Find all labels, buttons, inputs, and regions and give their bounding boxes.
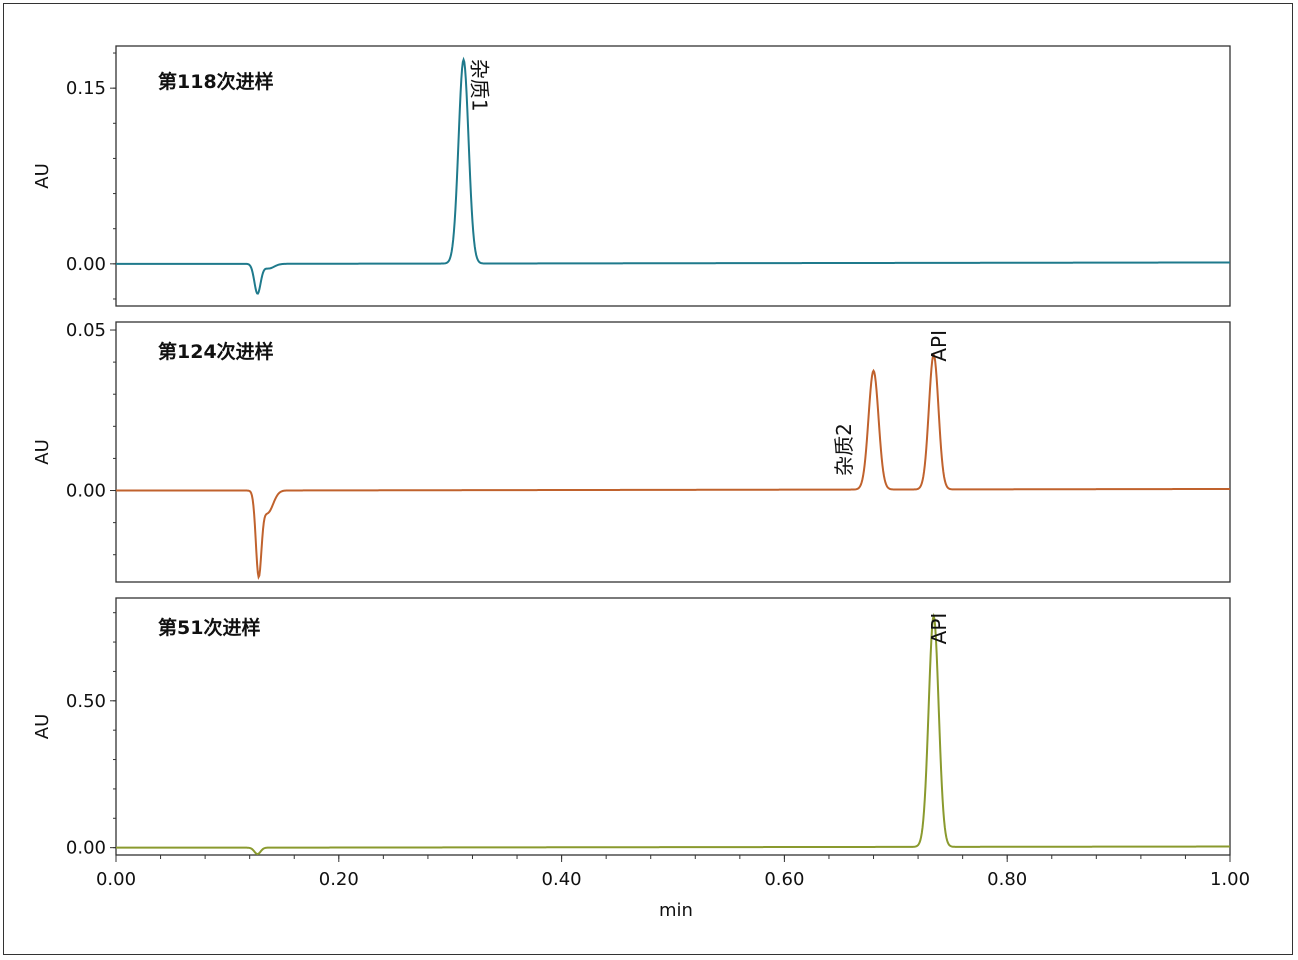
y-axis-label-2: AU xyxy=(32,439,53,465)
y-axis-label-3: AU xyxy=(32,714,53,740)
y-axis-label-1: AU xyxy=(32,163,53,189)
panel-title-3: 第51次进样 xyxy=(158,616,260,639)
peak-label-2-0: 杂质2 xyxy=(832,423,856,476)
x-tick-label-2: 0.40 xyxy=(542,869,582,890)
trace-2 xyxy=(116,352,1231,581)
y-tick-label-2-1: 0.05 xyxy=(66,320,106,341)
panel-title-2: 第124次进样 xyxy=(158,340,274,363)
y-tick-label-1-0: 0.00 xyxy=(66,254,106,275)
peak-label-1-0: 杂质1 xyxy=(467,59,491,112)
peak-label-2-1: API xyxy=(927,330,951,362)
x-axis-label: min xyxy=(659,900,693,921)
y-tick-label-3-1: 0.50 xyxy=(66,691,106,712)
x-tick-label-0: 0.00 xyxy=(96,869,136,890)
y-tick-label-1-1: 0.15 xyxy=(66,78,106,99)
plot-area-1 xyxy=(115,45,1231,307)
x-tick-label-3: 0.60 xyxy=(764,869,804,890)
y-tick-label-3-0: 0.00 xyxy=(66,838,106,859)
peak-label-3-0: API xyxy=(927,613,951,645)
panel-title-1: 第118次进样 xyxy=(158,70,274,93)
y-tick-label-2-0: 0.00 xyxy=(66,481,106,502)
x-tick-label-4: 0.80 xyxy=(987,869,1027,890)
x-tick-label-5: 1.00 xyxy=(1210,869,1250,890)
trace-1 xyxy=(116,56,1230,295)
plot-area-2 xyxy=(115,321,1231,583)
x-tick-label-1: 0.20 xyxy=(319,869,359,890)
plot-area-3 xyxy=(115,597,1231,856)
figure-frame xyxy=(3,3,1293,955)
trace-3 xyxy=(116,612,1230,856)
